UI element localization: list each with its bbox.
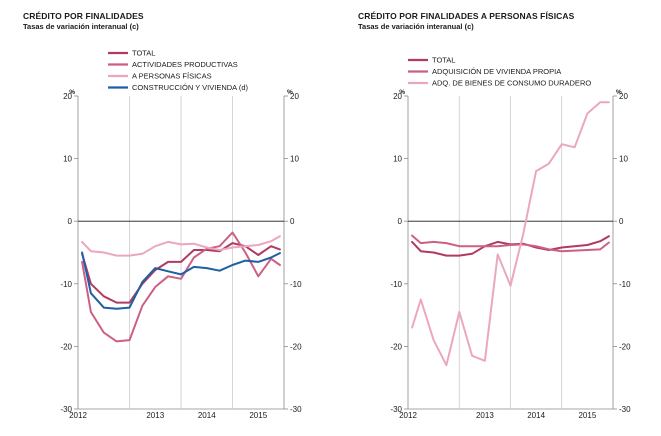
y-tick-label-left: 0 [68, 217, 73, 226]
y-tick-label-right: 0 [619, 217, 624, 226]
x-year-label: 2013 [146, 411, 164, 420]
y-unit-right: % [616, 89, 622, 96]
y-tick-label-left: 10 [393, 155, 402, 164]
y-tick-label-left: -10 [60, 280, 72, 289]
x-year-label: 2015 [578, 411, 596, 420]
series-line-1 [411, 234, 610, 253]
y-unit-left: % [69, 89, 75, 96]
y-tick-label-right: 20 [619, 92, 628, 101]
x-year-label: 2013 [476, 411, 494, 420]
series-line-0 [81, 242, 281, 304]
y-tick-label-left: 20 [63, 92, 72, 101]
y-tick-label-right: -20 [619, 342, 631, 351]
y-tick-label-left: 10 [63, 155, 72, 164]
right-chart-title: CRÉDITO POR FINALIDADES A PERSONAS FÍSIC… [358, 11, 575, 21]
series-line-3 [81, 251, 281, 310]
chart-panel-1: 20 20 10 10 0 0 -10 -10 -20 -20 -30 -30% % 2012 2013 20… [390, 56, 631, 420]
legend-label-2: A PERSONAS FÍSICAS [132, 72, 212, 81]
y-tick-label-left: -20 [390, 342, 402, 351]
legend-label-0: TOTAL [132, 49, 155, 58]
right-chart-subtitle: Tasas de variación interanual (c) [358, 22, 474, 31]
legend-label-3: CONSTRUCCIÓN Y VIVIENDA (d) [132, 83, 248, 92]
y-tick-label-left: 0 [398, 217, 403, 226]
x-year-label: 2012 [399, 411, 417, 420]
y-unit-right: % [287, 89, 293, 96]
y-tick-label-right: -30 [619, 405, 631, 414]
y-unit-left: % [399, 89, 405, 96]
series-line-2 [81, 235, 281, 257]
y-tick-label-left: -10 [390, 280, 402, 289]
chart-panel-0: 20 20 10 10 0 0 -10 -10 -20 -20 -30 -30% % 2012 2013 20… [60, 49, 302, 420]
legend-label-2: ADQ. DE BIENES DE CONSUMO DURADERO [432, 79, 591, 88]
y-tick-label-right: 10 [290, 155, 299, 164]
y-tick-label-right: 20 [290, 92, 299, 101]
left-chart-subtitle: Tasas de variación interanual (c) [23, 22, 139, 31]
y-tick-label-right: -10 [290, 280, 302, 289]
legend-label-0: TOTAL [432, 56, 455, 65]
left-chart-title: CRÉDITO POR FINALIDADES [23, 11, 144, 21]
series-line-2 [411, 101, 610, 367]
y-tick-label-left: -30 [390, 405, 402, 414]
y-tick-label-right: 10 [619, 155, 628, 164]
x-year-label: 2015 [249, 411, 267, 420]
y-tick-label-left: -30 [60, 405, 72, 414]
legend-label-1: ADQUISICIÓN DE VIVIENDA PROPIA [432, 67, 561, 76]
y-tick-label-right: -30 [290, 405, 302, 414]
x-year-label: 2014 [198, 411, 216, 420]
x-year-label: 2012 [69, 411, 87, 420]
y-tick-label-right: -10 [619, 280, 631, 289]
y-tick-label-right: -20 [290, 342, 302, 351]
y-tick-label-left: -20 [60, 342, 72, 351]
y-tick-label-left: 20 [393, 92, 402, 101]
x-year-label: 2014 [527, 411, 545, 420]
legend-label-1: ACTIVIDADES PRODUCTIVAS [132, 60, 238, 69]
y-tick-label-right: 0 [290, 217, 295, 226]
